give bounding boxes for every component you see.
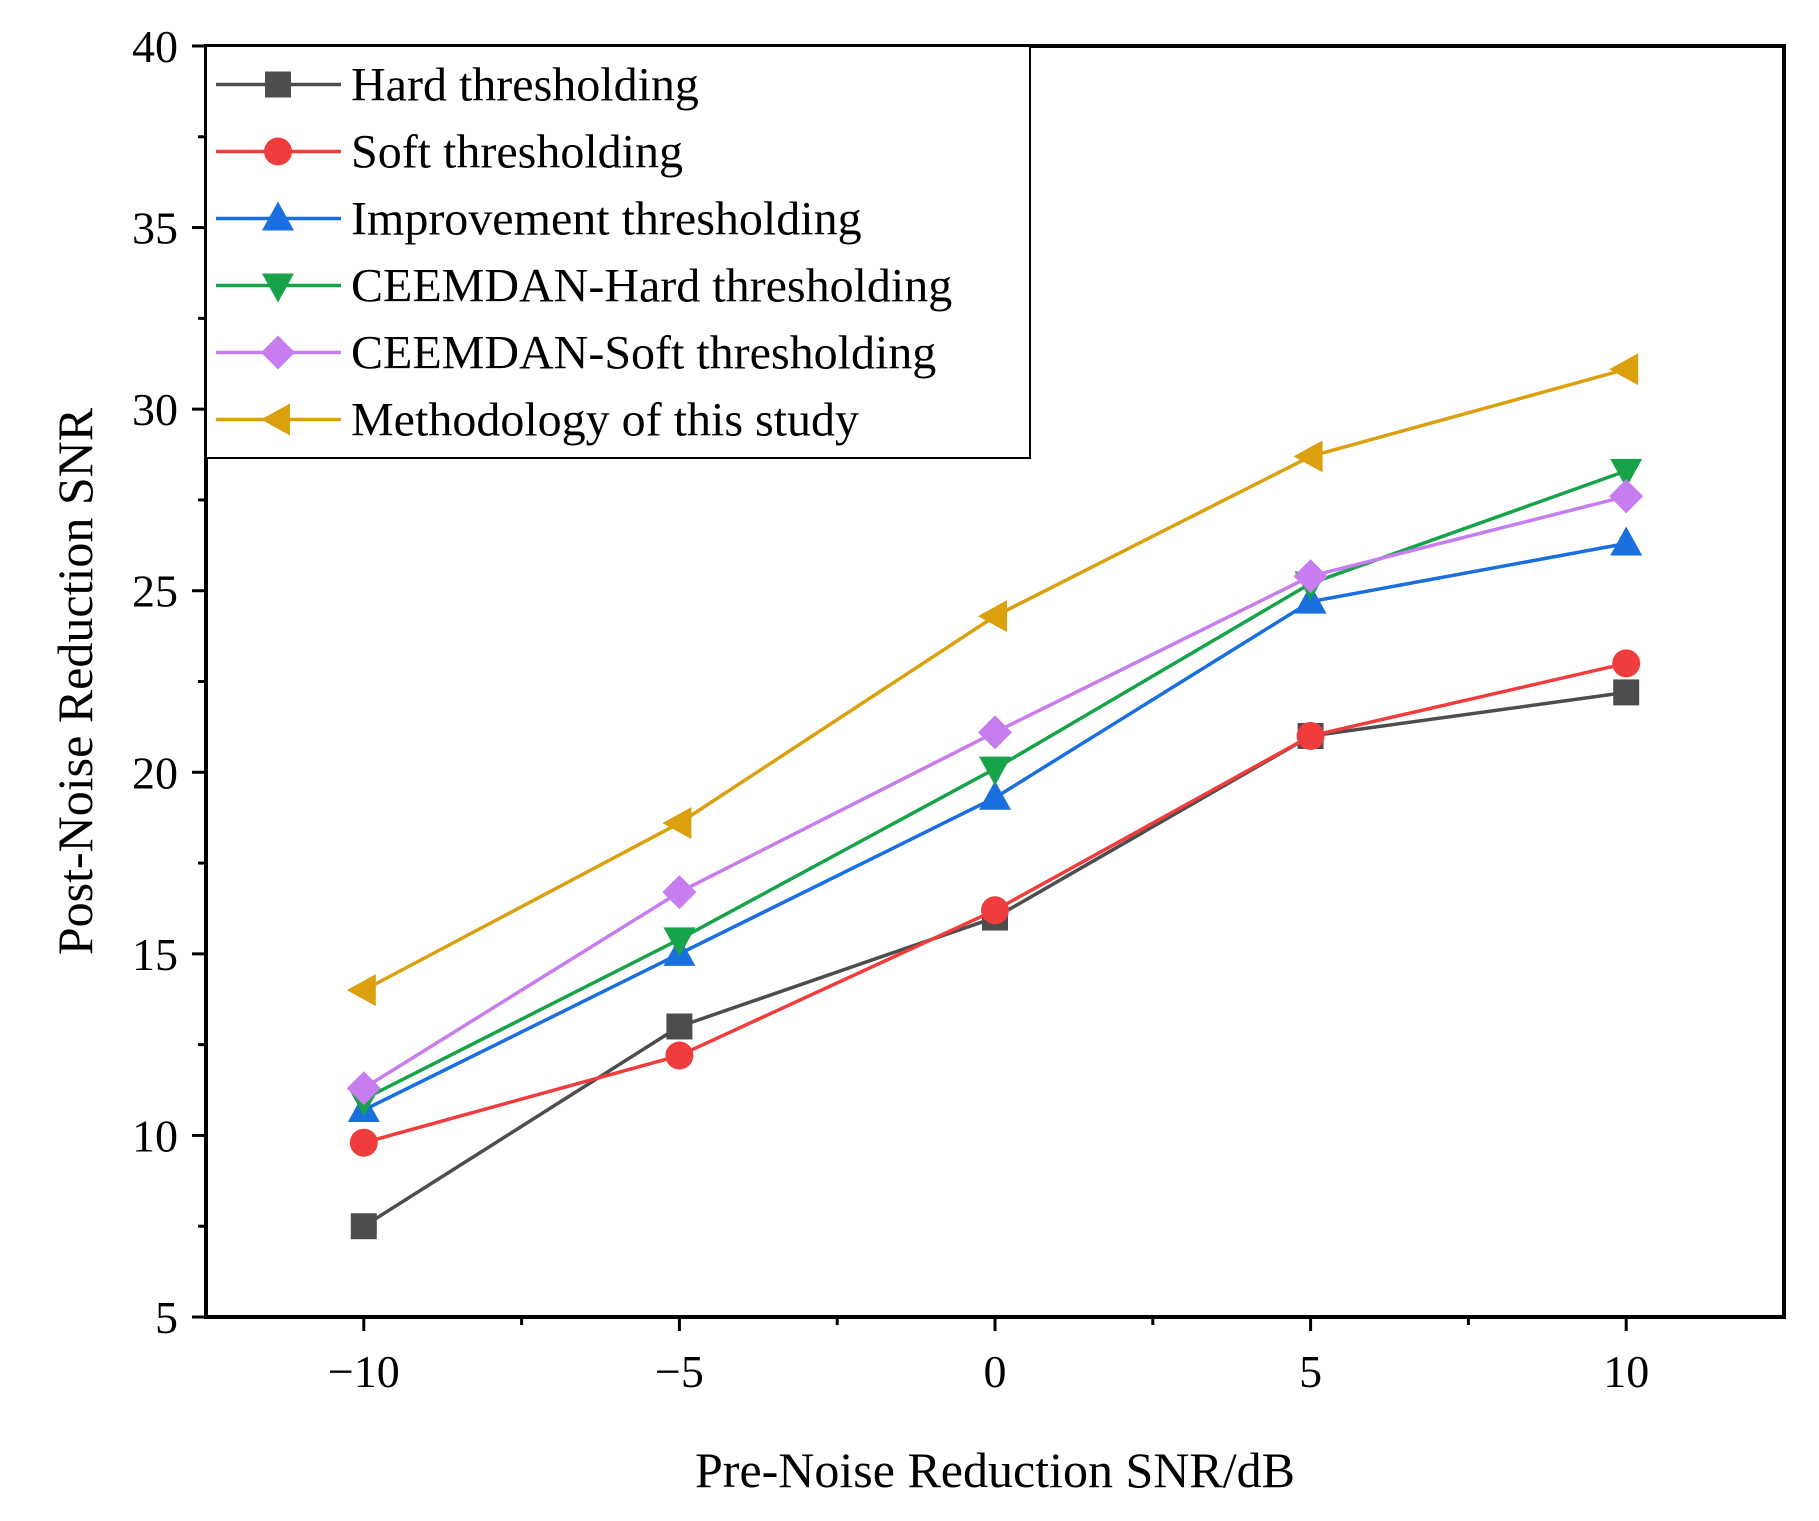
data-point — [1613, 679, 1640, 706]
legend-label: CEEMDAN-Hard thresholding — [351, 260, 952, 313]
y-tick-label: 25 — [132, 566, 178, 617]
data-point — [978, 715, 1012, 750]
legend-marker — [265, 71, 291, 98]
data-point — [666, 1013, 693, 1040]
data-point — [665, 1041, 694, 1070]
legend-item: Methodology of this study — [216, 394, 859, 447]
x-tick-label: −10 — [328, 1346, 400, 1397]
data-point — [979, 756, 1011, 786]
y-tick-label: 5 — [155, 1292, 178, 1343]
y-axis-title: Post-Noise Reduction SNR — [47, 407, 103, 955]
legend-item: CEEMDAN-Soft thresholding — [216, 327, 936, 380]
series-layer — [346, 353, 1644, 1240]
legend-label: CEEMDAN-Soft thresholding — [351, 327, 936, 380]
y-tick-label: 40 — [132, 21, 178, 72]
data-point — [1293, 440, 1323, 473]
legend-label: Improvement thresholding — [351, 193, 862, 246]
data-point — [979, 780, 1011, 810]
x-tick-label: 10 — [1603, 1346, 1649, 1397]
y-tick-label: 30 — [132, 384, 178, 435]
legend-label: Methodology of this study — [351, 394, 859, 447]
y-tick-label: 20 — [132, 747, 178, 798]
data-point — [1610, 458, 1643, 488]
y-axis-ticks: 5 10 15 20 25 30 35 40 — [132, 21, 206, 1343]
data-point — [662, 875, 697, 910]
legend-marker — [262, 273, 294, 303]
x-tick-label: 0 — [984, 1346, 1007, 1397]
legend-marker — [261, 335, 295, 370]
legend-marker — [264, 137, 292, 166]
legend-label: Hard thresholding — [351, 59, 699, 112]
legend-label: Soft thresholding — [351, 126, 683, 179]
legend-item: CEEMDAN-Hard thresholding — [216, 260, 952, 313]
series-5 — [346, 479, 1644, 1106]
data-point — [663, 927, 696, 957]
data-point — [662, 807, 692, 840]
legend-box — [205, 45, 1031, 459]
data-point — [981, 896, 1009, 925]
data-point — [349, 1128, 378, 1157]
x-tick-label: 5 — [1299, 1346, 1322, 1397]
data-point — [1293, 559, 1328, 594]
data-point — [978, 600, 1007, 633]
series-2 — [349, 649, 1641, 1157]
x-tick-label: −5 — [655, 1346, 704, 1397]
series-line — [363, 541, 1627, 1112]
x-axis-title: Pre-Noise Reduction SNR/dB — [695, 1442, 1295, 1498]
legend-marker — [261, 403, 290, 436]
data-point — [1609, 479, 1644, 514]
y-tick-label: 10 — [132, 1110, 178, 1161]
data-point — [346, 1071, 381, 1106]
legend: Hard thresholding Soft thresholding Improv… — [205, 45, 1031, 459]
legend-item: Improvement thresholding — [216, 193, 862, 246]
data-point — [1296, 721, 1325, 750]
x-axis-ticks: −10 −5 0 5 10 — [328, 1317, 1649, 1397]
data-point — [1609, 353, 1639, 386]
y-tick-label: 35 — [132, 203, 178, 254]
legend-marker — [262, 201, 294, 231]
y-tick-label: 15 — [132, 929, 178, 980]
data-point — [346, 974, 376, 1007]
legend-item: Hard thresholding — [216, 59, 699, 112]
legend-item: Soft thresholding — [216, 126, 683, 179]
data-point — [1612, 649, 1641, 678]
data-point — [350, 1213, 377, 1240]
data-point — [1610, 526, 1643, 556]
series-6 — [346, 353, 1639, 1007]
